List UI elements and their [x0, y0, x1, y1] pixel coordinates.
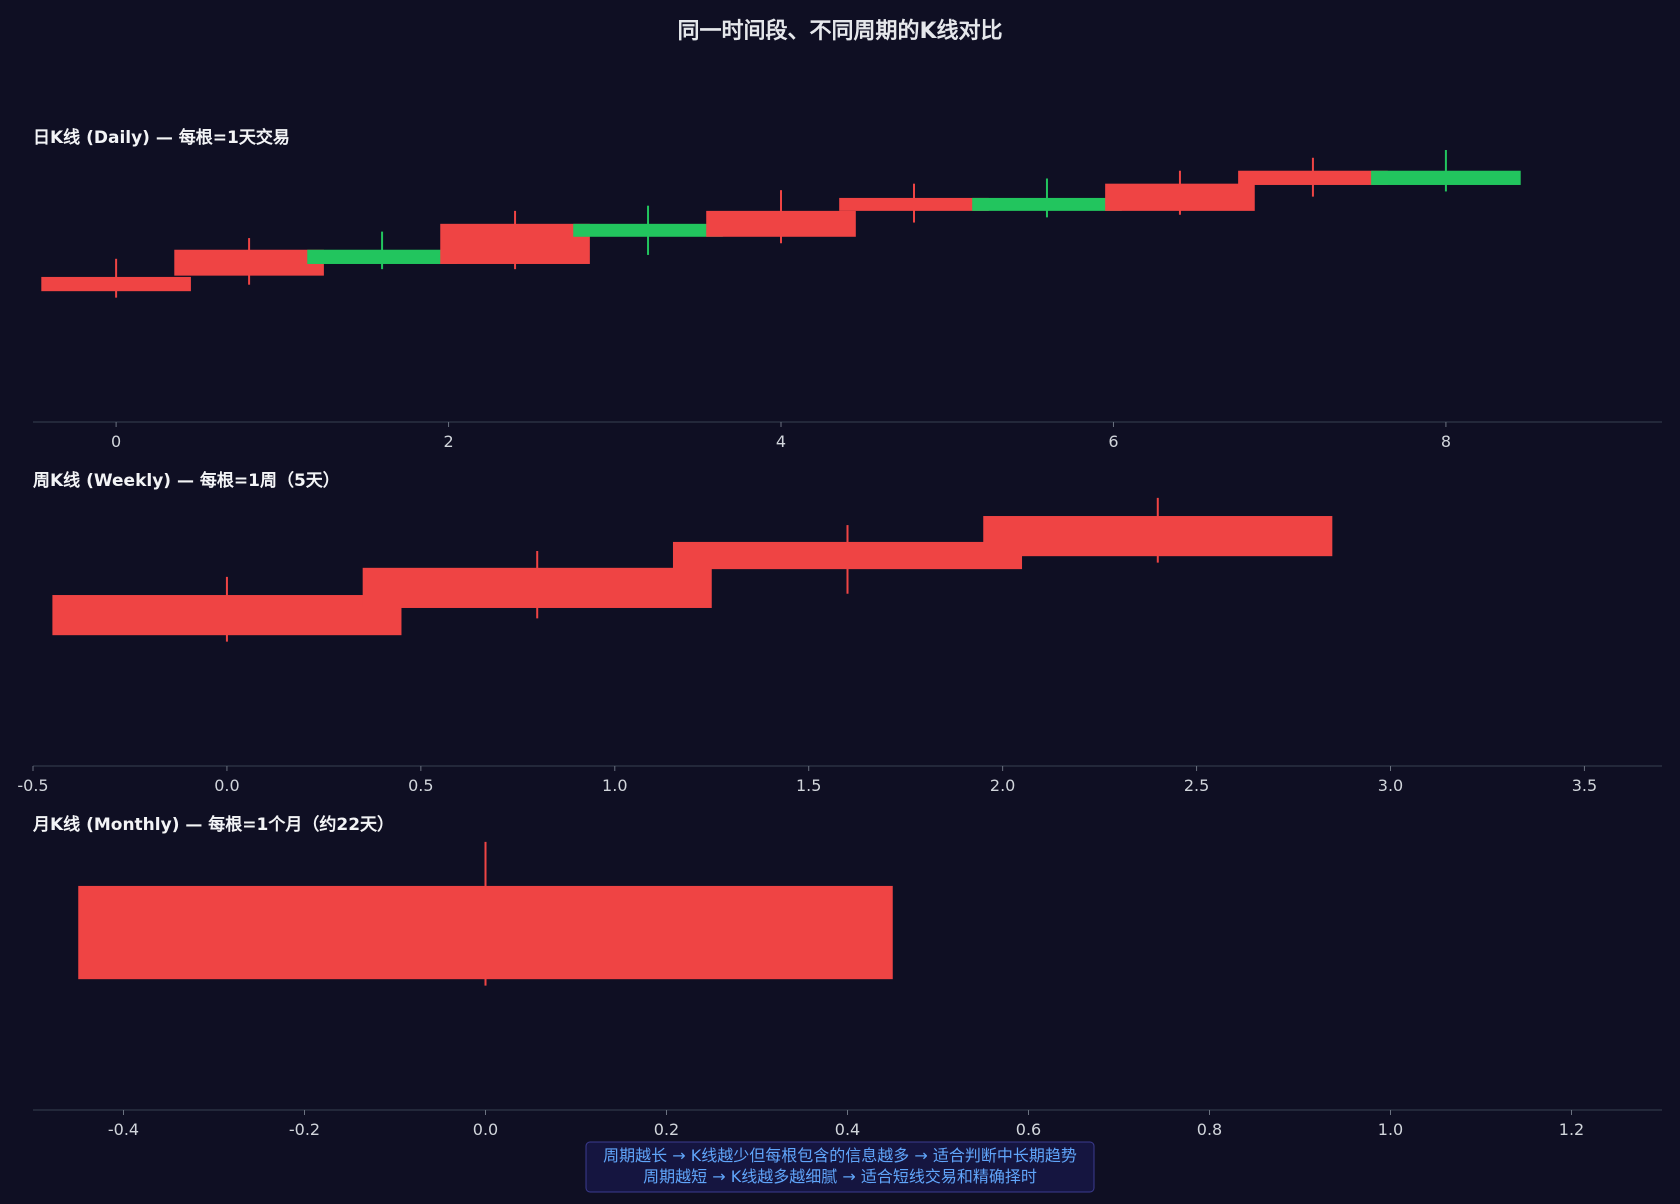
daily-candle-body [972, 197, 1122, 211]
monthly-x-tick-label: -0.4 [108, 1120, 139, 1139]
monthly-x-tick-label: 1.2 [1559, 1120, 1584, 1139]
summary-note-line-1: 周期越长 → K线越少但每根包含的信息越多 → 适合判断中长期趋势 [603, 1146, 1077, 1165]
summary-note-line-2: 周期越短 → K线越多越细腻 → 适合短线交易和精确择时 [643, 1167, 1037, 1186]
monthly-x-tick-label: 0.6 [1016, 1120, 1041, 1139]
weekly-x-tick-label: 0.5 [408, 776, 433, 795]
weekly-x-tick-label: 1.5 [796, 776, 821, 795]
weekly-x-tick-label: 2.0 [990, 776, 1015, 795]
monthly-x-tick-label: 1.0 [1378, 1120, 1403, 1139]
weekly-candle-body [983, 516, 1333, 557]
summary-note: 周期越长 → K线越少但每根包含的信息越多 → 适合判断中长期趋势 周期越短 →… [585, 1141, 1095, 1193]
daily-kline-panel: 0 2 4 6 8 [33, 150, 1662, 451]
daily-x-tick-label: 2 [443, 432, 453, 451]
daily-x-tick-label: 6 [1108, 432, 1118, 451]
weekly-candle-body [362, 567, 712, 608]
daily-candle-body [1371, 170, 1521, 185]
weekly-x-tick-label: -0.5 [17, 776, 48, 795]
daily-candle-body [1105, 183, 1255, 211]
daily-x-tick-label: 4 [776, 432, 786, 451]
daily-candle-body [839, 197, 989, 211]
weekly-kline-panel: -0.5 0.0 0.5 1.0 1.5 2.0 2.5 3.0 3.5 [17, 497, 1662, 795]
summary-note-box [585, 1141, 1095, 1193]
daily-panel-title: 日K线 (Daily) — 每根=1天交易 [33, 127, 290, 148]
weekly-x-tick-label: 3.5 [1572, 776, 1597, 795]
weekly-candle-body [672, 541, 1023, 570]
weekly-x-tick-label: 1.0 [602, 776, 627, 795]
daily-x-tick-label: 0 [111, 432, 121, 451]
monthly-candle-body [78, 885, 893, 980]
daily-candle-body [174, 249, 324, 276]
daily-candle-body [573, 223, 723, 237]
monthly-panel-title: 月K线 (Monthly) — 每根=1个月（约22天） [32, 814, 394, 835]
daily-candle-body [1238, 170, 1388, 185]
weekly-x-tick-label: 0.0 [214, 776, 239, 795]
monthly-x-tick-label: 0.8 [1197, 1120, 1222, 1139]
weekly-panel-title: 周K线 (Weekly) — 每根=1周（5天） [33, 470, 340, 491]
daily-candle-body [41, 276, 191, 292]
daily-candle-body [307, 249, 457, 264]
monthly-x-tick-label: 0.2 [654, 1120, 679, 1139]
weekly-candle-body [52, 595, 402, 636]
weekly-x-tick-label: 3.0 [1378, 776, 1403, 795]
weekly-x-tick-label: 2.5 [1184, 776, 1209, 795]
chart-title: 同一时间段、不同周期的K线对比 [677, 18, 1002, 44]
daily-x-tick-label: 8 [1441, 432, 1451, 451]
daily-candle-body [706, 210, 856, 237]
daily-candle-body [440, 223, 590, 264]
monthly-x-tick-label: 0.0 [473, 1120, 498, 1139]
monthly-x-tick-label: 0.4 [835, 1120, 860, 1139]
monthly-x-tick-label: -0.2 [289, 1120, 320, 1139]
monthly-kline-panel: -0.4 -0.2 0.0 0.2 0.4 0.6 0.8 1.0 1.2 [33, 841, 1662, 1139]
